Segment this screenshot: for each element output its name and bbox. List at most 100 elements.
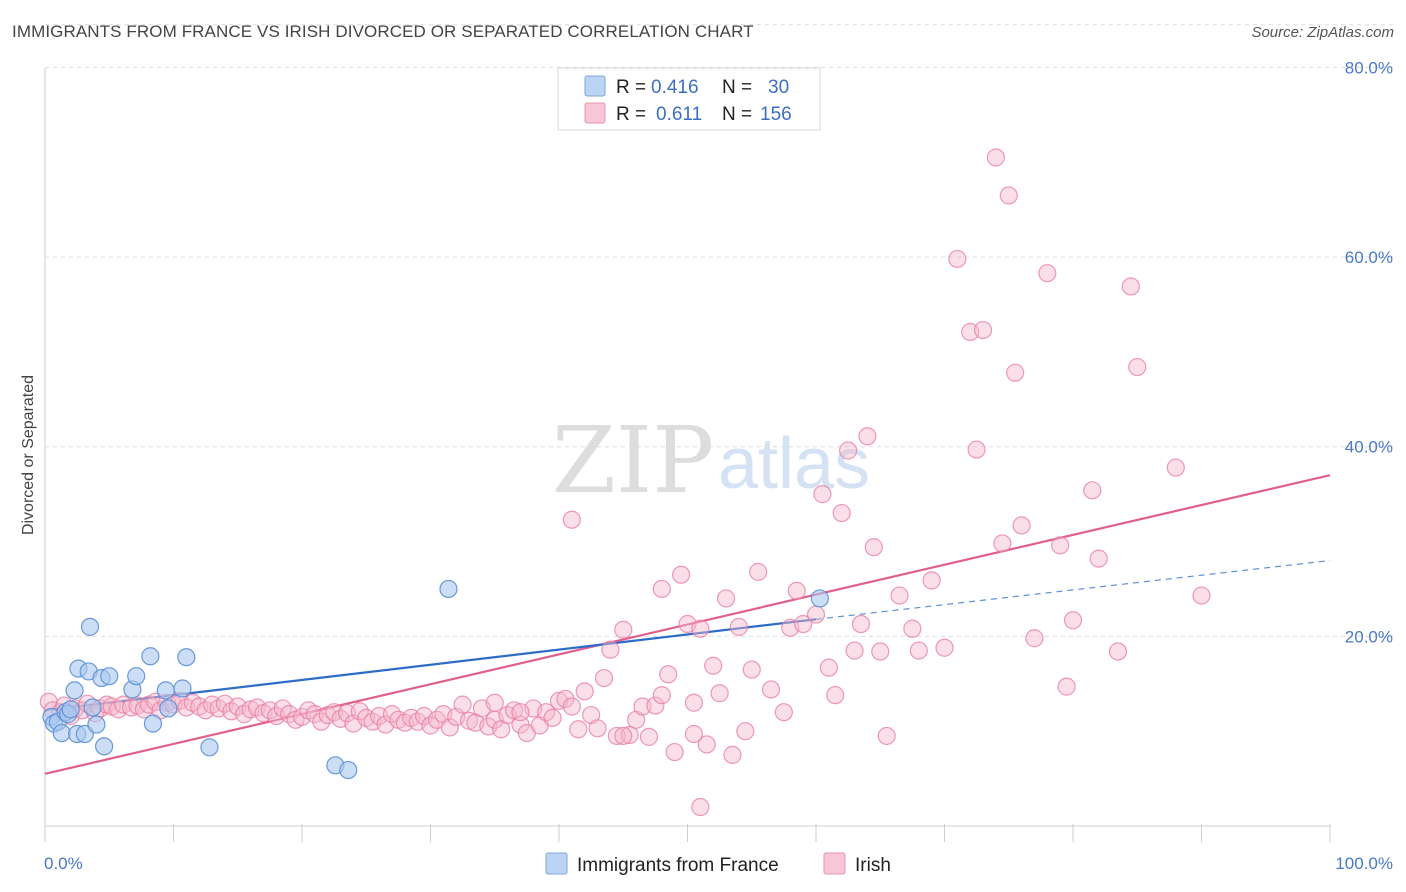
irish-trend-line — [44, 474, 1331, 775]
irish-point — [871, 642, 890, 661]
irish-point — [350, 702, 369, 721]
irish-point — [459, 711, 479, 730]
irish-point — [948, 249, 967, 269]
legend-swatch-irish — [584, 102, 606, 124]
x-ticks — [44, 824, 1331, 842]
irish-point — [973, 320, 993, 340]
irish-point — [845, 641, 864, 660]
irish-point — [742, 660, 761, 679]
legend-r-label-france: R = — [616, 77, 646, 98]
irish-point — [729, 617, 749, 636]
legend-n-value-irish: 156 — [760, 104, 792, 125]
irish-point — [774, 703, 793, 722]
france-point — [177, 648, 196, 667]
y-tick-label: 80.0% — [1345, 58, 1393, 77]
france-point — [83, 698, 102, 717]
irish-point — [562, 697, 581, 716]
irish-point — [832, 503, 851, 523]
y-tick-label: 60.0% — [1345, 248, 1393, 267]
irish-point — [903, 619, 922, 638]
france-point — [65, 681, 84, 700]
irish-point — [646, 696, 665, 715]
irish-point — [633, 697, 652, 716]
france-point — [173, 679, 192, 698]
france-point — [143, 714, 163, 733]
irish-point — [620, 725, 639, 745]
source-label: Source: ZipAtlas.com — [1251, 24, 1394, 41]
irish-point — [305, 705, 324, 724]
bottom-legend-swatch-france — [545, 852, 568, 875]
watermark-zip: ZIP — [552, 407, 714, 514]
bottom-legend-swatch-irish — [823, 852, 846, 875]
france-point — [200, 738, 219, 757]
france-point — [439, 579, 458, 599]
watermark-atlas: atlas — [718, 424, 870, 504]
irish-point — [453, 695, 472, 714]
watermark: ZIP atlas — [552, 407, 870, 514]
irish-point — [864, 538, 883, 557]
chart-title: IMMIGRANTS FROM FRANCE VS IRISH DIVORCED… — [12, 22, 754, 41]
irish-point — [652, 686, 671, 705]
irish-point — [826, 686, 845, 705]
france-point — [127, 667, 146, 686]
irish-point — [325, 703, 344, 722]
france-trend-extension — [815, 559, 1331, 620]
irish-point — [601, 640, 620, 659]
legend-n-value-france: 30 — [768, 77, 789, 98]
irish-point — [761, 680, 781, 699]
y-tick-label: 40.0% — [1345, 438, 1393, 457]
irish-point — [1089, 549, 1108, 568]
france-point — [52, 723, 71, 743]
irish-point — [1006, 363, 1025, 382]
legend-n-label-irish: N = — [722, 104, 752, 125]
irish-point — [890, 586, 909, 605]
france-point — [95, 737, 114, 756]
irish-point — [440, 718, 459, 737]
irish-point — [858, 427, 877, 446]
irish-point — [511, 703, 530, 722]
france-point — [339, 760, 358, 780]
irish-point — [723, 745, 742, 764]
irish-point — [671, 565, 691, 584]
irish-point — [1025, 629, 1044, 648]
irish-point — [1121, 277, 1140, 296]
y-axis-label: Divorced or Separated — [20, 375, 37, 535]
irish-point — [813, 485, 832, 504]
irish-point — [1063, 611, 1083, 630]
irish-point — [967, 440, 986, 459]
irish-point — [575, 682, 594, 701]
france-point — [100, 667, 119, 686]
bottom-legend-label-france: Immigrants from France — [577, 855, 779, 876]
x-tick-label-max: 100.0% — [1335, 854, 1393, 873]
irish-point — [697, 735, 716, 754]
irish-point — [993, 534, 1012, 553]
irish-point — [659, 665, 678, 684]
irish-point — [986, 148, 1006, 167]
france-point — [159, 699, 178, 718]
legend-swatch-france — [584, 75, 606, 97]
irish-point — [1083, 481, 1102, 500]
irish-point — [851, 614, 871, 634]
irish-point — [684, 693, 704, 712]
irish-point — [614, 726, 633, 746]
france-point — [87, 715, 106, 734]
bottom-legend: Immigrants from France Irish — [545, 852, 891, 876]
irish-point — [1108, 642, 1128, 661]
irish-point — [691, 797, 710, 817]
irish-point — [999, 186, 1018, 205]
bottom-legend-label-irish: Irish — [855, 855, 891, 876]
irish-point — [1012, 516, 1031, 535]
france-point — [156, 681, 175, 700]
irish-point — [716, 589, 736, 608]
irish-point — [652, 579, 671, 599]
irish-point — [710, 684, 729, 703]
france-points — [42, 579, 829, 780]
france-point — [810, 589, 829, 608]
france-point — [80, 617, 100, 636]
irish-point — [562, 510, 581, 529]
france-point — [141, 647, 160, 666]
irish-point — [1038, 264, 1057, 283]
y-tick-label: 20.0% — [1345, 627, 1393, 646]
irish-point — [607, 726, 626, 746]
irish-point — [569, 720, 588, 739]
